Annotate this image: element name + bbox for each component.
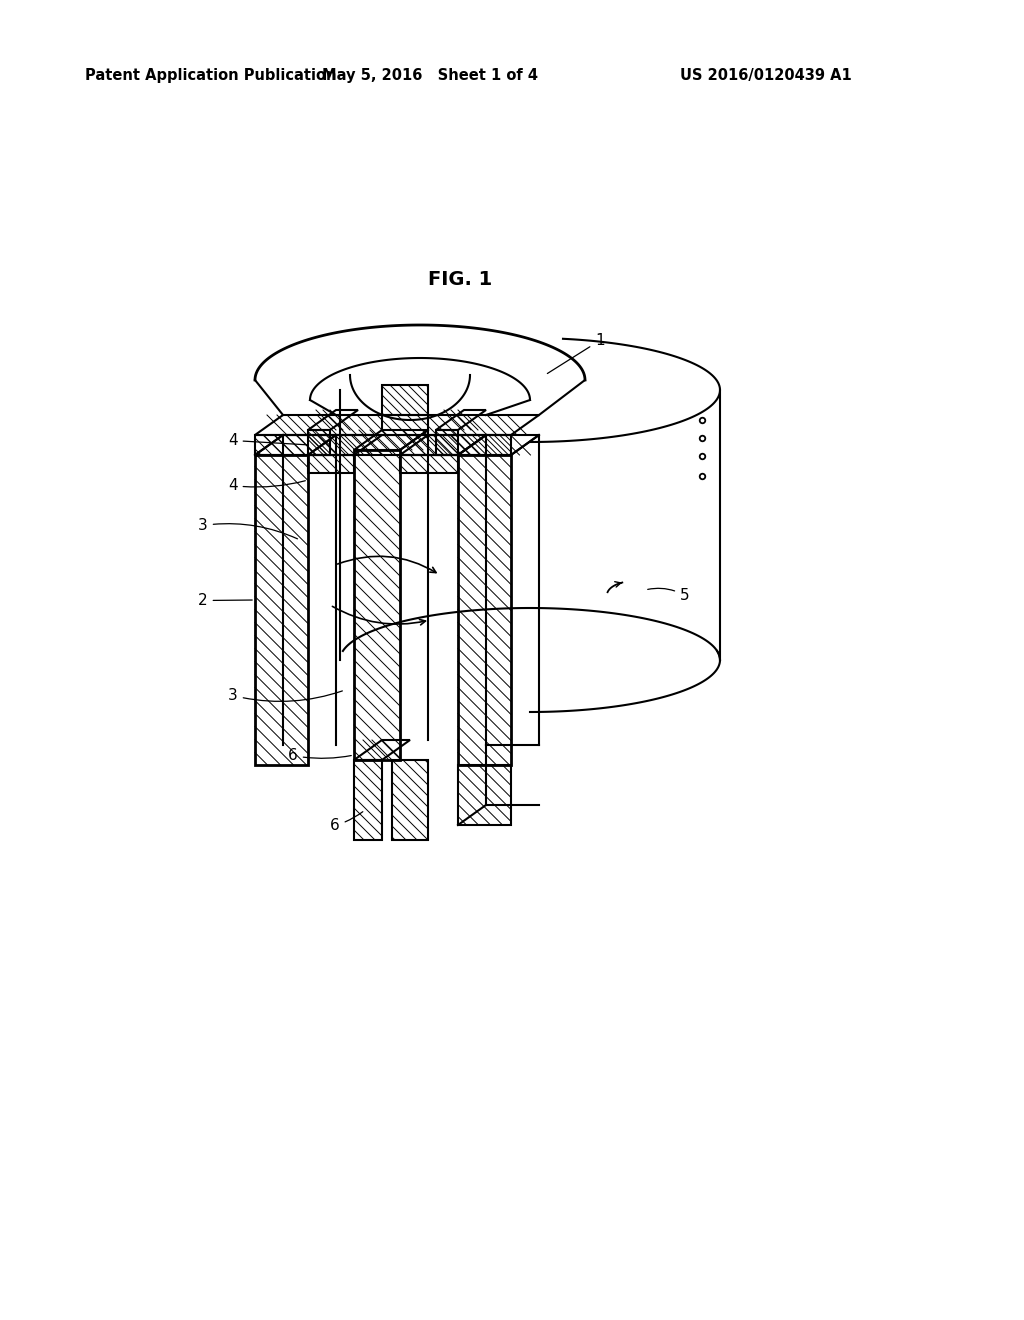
Text: May 5, 2016   Sheet 1 of 4: May 5, 2016 Sheet 1 of 4 (322, 69, 538, 83)
Text: 4: 4 (228, 433, 307, 447)
Polygon shape (255, 414, 539, 436)
Polygon shape (354, 450, 400, 760)
Polygon shape (308, 411, 358, 430)
Text: US 2016/0120439 A1: US 2016/0120439 A1 (680, 69, 852, 83)
Polygon shape (255, 436, 336, 455)
Polygon shape (308, 455, 354, 473)
Text: 6: 6 (330, 812, 362, 833)
Text: Patent Application Publication: Patent Application Publication (85, 69, 337, 83)
Polygon shape (255, 436, 511, 455)
Polygon shape (308, 430, 330, 455)
Polygon shape (436, 430, 458, 455)
Polygon shape (382, 385, 428, 414)
Text: 1: 1 (548, 333, 604, 374)
Text: FIG. 1: FIG. 1 (428, 271, 493, 289)
Polygon shape (400, 436, 486, 455)
Polygon shape (354, 430, 428, 450)
Polygon shape (308, 436, 382, 455)
Polygon shape (255, 455, 308, 766)
Text: 3: 3 (228, 688, 342, 704)
Text: 4: 4 (228, 478, 305, 492)
Text: 2: 2 (198, 593, 252, 609)
Text: 3: 3 (198, 517, 298, 539)
Text: 5: 5 (648, 587, 689, 603)
Polygon shape (354, 741, 410, 760)
Text: 6: 6 (288, 748, 351, 763)
Polygon shape (458, 455, 511, 766)
Polygon shape (458, 436, 539, 455)
Polygon shape (436, 411, 486, 430)
Polygon shape (400, 455, 458, 473)
Polygon shape (458, 766, 511, 825)
Polygon shape (354, 760, 382, 840)
Polygon shape (392, 760, 428, 840)
